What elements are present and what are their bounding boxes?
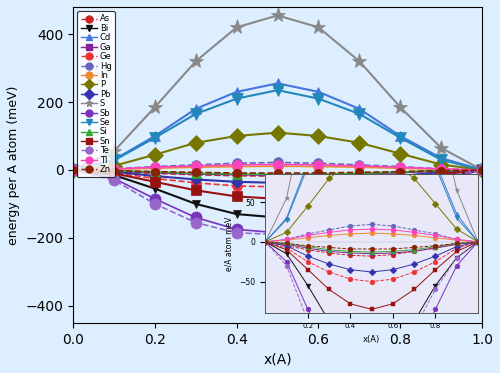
Y-axis label: energy per A atom (meV): energy per A atom (meV) xyxy=(7,85,20,245)
Legend: As, Bi, Cd, Ga, Ge, Hg, In, P, Pb, S, Sb, Se, Si, Sn, Te, Tl, Zn: As, Bi, Cd, Ga, Ge, Hg, In, P, Pb, S, Sb… xyxy=(78,11,115,178)
X-axis label: x(A): x(A) xyxy=(264,352,292,366)
